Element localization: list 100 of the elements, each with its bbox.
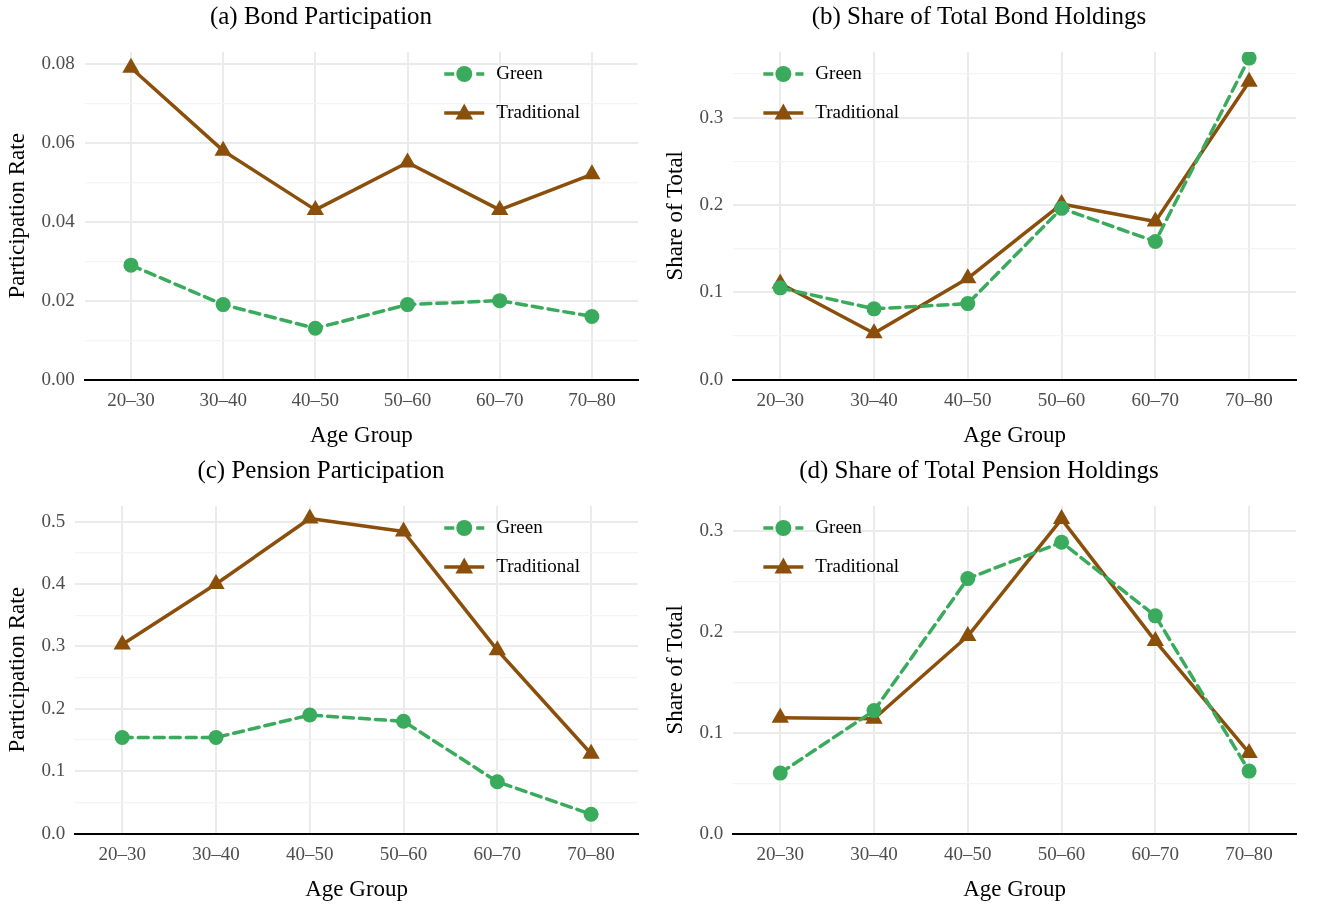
- x-tick-label: 30–40: [199, 388, 247, 410]
- point: [301, 508, 319, 524]
- point: [302, 707, 318, 723]
- legend-label: Green: [496, 515, 544, 537]
- point: [960, 571, 976, 587]
- x-tick-label: 50–60: [379, 842, 428, 864]
- x-tick-label: 50–60: [1037, 388, 1086, 410]
- x-tick-label: 70–80: [1225, 842, 1273, 864]
- x-tick-label: 40–50: [291, 388, 340, 410]
- chart-title: (d) Share of Total Pension Holdings: [799, 455, 1159, 484]
- y-tick-label: 0.3: [699, 519, 724, 541]
- point: [1241, 763, 1257, 779]
- point: [207, 574, 225, 589]
- x-tick-label: 70–80: [567, 842, 615, 864]
- point: [1146, 631, 1164, 647]
- legend-label: Green: [496, 61, 544, 83]
- point: [122, 57, 140, 73]
- chart-title: (b) Share of Total Bond Holdings: [811, 1, 1147, 30]
- x-tick-label: 70–80: [1225, 388, 1273, 410]
- y-tick-label: 0.06: [41, 130, 75, 152]
- point: [1146, 211, 1164, 227]
- point: [208, 730, 224, 745]
- chart-title: (a) Bond Participation: [209, 1, 433, 30]
- legend-label: Traditional: [815, 100, 900, 122]
- chart-title: (c) Pension Participation: [197, 455, 446, 484]
- x-tick-label: 60–70: [473, 842, 522, 864]
- y-tick-label: 0.2: [699, 192, 724, 214]
- point: [1147, 234, 1163, 250]
- point: [1054, 200, 1070, 216]
- x-tick-label: 30–40: [192, 842, 240, 864]
- point: [866, 703, 882, 719]
- point: [489, 774, 505, 790]
- point: [123, 257, 139, 273]
- x-axis-title: Age Group: [963, 422, 1067, 448]
- y-axis-title: Participation Rate: [3, 587, 29, 753]
- legend-label: Green: [815, 61, 863, 83]
- y-axis-title: Share of Total: [661, 605, 687, 735]
- x-axis-title: Age Group: [310, 422, 413, 448]
- x-tick-label: 40–50: [286, 842, 334, 864]
- point: [114, 730, 130, 745]
- point: [488, 640, 506, 656]
- point: [866, 301, 882, 317]
- point: [398, 152, 417, 168]
- x-tick-label: 20–30: [98, 842, 146, 864]
- point: [492, 293, 508, 309]
- point: [215, 297, 231, 313]
- point: [113, 634, 131, 650]
- x-tick-label: 30–40: [850, 842, 898, 864]
- legend-label: Green: [815, 515, 863, 537]
- x-tick-label: 70–80: [568, 388, 616, 410]
- y-tick-label: 0.3: [41, 634, 66, 656]
- x-tick-label: 50–60: [1037, 842, 1086, 864]
- point: [1147, 608, 1163, 624]
- y-axis-title: Participation Rate: [3, 133, 29, 299]
- x-tick-label: 60–70: [1131, 388, 1180, 410]
- y-tick-label: 0.2: [699, 619, 724, 641]
- point: [584, 308, 600, 324]
- x-axis-title: Age Group: [963, 876, 1067, 902]
- y-tick-label: 0.1: [699, 280, 724, 302]
- point: [959, 268, 977, 284]
- legend-label: Traditional: [496, 100, 580, 122]
- legend-label: Traditional: [496, 554, 580, 576]
- point: [1240, 742, 1258, 758]
- point: [583, 164, 601, 180]
- point: [865, 323, 883, 339]
- point: [959, 626, 977, 642]
- point: [772, 765, 788, 781]
- x-tick-label: 20–30: [756, 388, 804, 410]
- y-tick-label: 0.3: [699, 105, 724, 127]
- point: [394, 521, 413, 537]
- y-tick-label: 0.02: [41, 288, 75, 310]
- y-tick-label: 0.04: [41, 209, 76, 231]
- y-tick-label: 0.2: [41, 696, 66, 718]
- y-tick-label: 0.0: [41, 821, 66, 843]
- point: [960, 296, 976, 312]
- point: [400, 297, 416, 313]
- x-tick-label: 60–70: [475, 388, 524, 410]
- x-tick-label: 40–50: [944, 388, 992, 410]
- y-tick-label: 0.08: [41, 51, 75, 73]
- point: [214, 140, 232, 156]
- point: [771, 707, 789, 723]
- y-tick-label: 0.4: [41, 571, 66, 593]
- x-axis-title: Age Group: [305, 876, 409, 902]
- point: [583, 806, 599, 822]
- y-tick-label: 0.0: [699, 367, 724, 389]
- y-tick-label: 0.5: [41, 509, 66, 531]
- x-tick-label: 40–50: [944, 842, 992, 864]
- legend-label: Traditional: [815, 554, 900, 576]
- x-tick-label: 60–70: [1131, 842, 1180, 864]
- point: [306, 199, 324, 215]
- point: [491, 199, 509, 215]
- point: [307, 320, 323, 336]
- point: [772, 280, 788, 296]
- x-tick-label: 30–40: [850, 388, 898, 410]
- y-tick-label: 0.00: [41, 367, 75, 389]
- y-axis-title: Share of Total: [661, 151, 687, 281]
- x-tick-label: 20–30: [756, 842, 804, 864]
- x-tick-label: 20–30: [107, 388, 155, 410]
- x-tick-label: 50–60: [383, 388, 432, 410]
- y-tick-label: 0.1: [699, 720, 724, 742]
